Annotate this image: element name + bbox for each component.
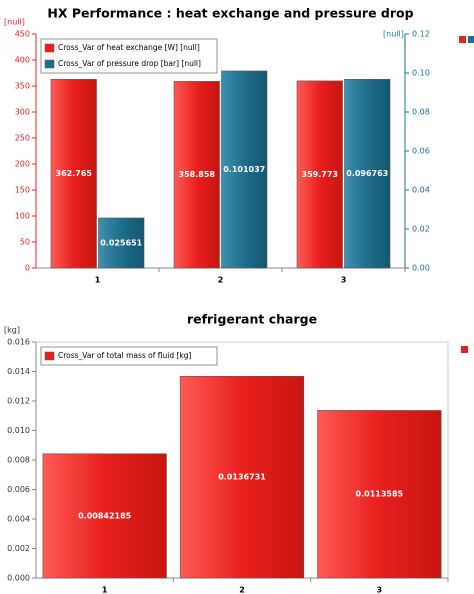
y-tick-label: 0.002	[7, 544, 30, 553]
x-tick-label: 1	[102, 586, 108, 594]
data-label: 0.096763	[346, 169, 388, 178]
y-tick-label: 100	[15, 212, 30, 221]
data-label: 0.101037	[223, 165, 265, 174]
y-tick-label: 450	[15, 30, 30, 39]
data-label: 0.0136731	[218, 473, 266, 482]
legend-swatch	[468, 36, 474, 43]
legend-swatch	[44, 59, 55, 69]
legend-swatch	[44, 43, 55, 53]
y2-tick-label: 0.10	[412, 69, 430, 78]
y-tick-label: 300	[15, 108, 30, 117]
legend-label: Cross_Var of heat exchange [W] [null]	[58, 43, 200, 52]
data-label: 0.025651	[100, 238, 142, 247]
legend-box	[40, 346, 218, 366]
y-tick-label: 250	[15, 134, 30, 143]
y-tick-label: 0.016	[7, 338, 30, 347]
data-label: 358.858	[179, 170, 216, 179]
y2-tick-label: 0.04	[412, 186, 430, 195]
bar	[317, 410, 442, 579]
y-tick-label: 0.006	[7, 485, 30, 494]
y-tick-label: 0.012	[7, 397, 30, 406]
y-tick-label: 0.008	[7, 456, 30, 465]
y2-tick-label: 0.08	[412, 108, 430, 117]
data-label: 0.00842185	[78, 511, 132, 520]
bar	[344, 79, 391, 269]
x-tick-label: 3	[377, 586, 383, 594]
chart-title: refrigerant charge	[187, 312, 317, 327]
y2-axis-label: [null]	[383, 30, 404, 39]
y2-tick-label: 0.02	[412, 225, 430, 234]
data-label: 362.765	[56, 169, 93, 178]
legend-box	[40, 38, 218, 74]
legend-swatch	[459, 36, 466, 43]
y-axis-label: [kg]	[4, 326, 20, 335]
bar	[50, 79, 97, 269]
y-tick-label: 350	[15, 82, 30, 91]
x-tick-label: 2	[239, 586, 245, 594]
legend-swatch	[44, 351, 55, 361]
y-tick-label: 150	[15, 186, 30, 195]
y2-tick-label: 0.06	[412, 147, 430, 156]
data-label: 359.773	[302, 170, 338, 179]
y2-tick-label: 0.12	[412, 30, 430, 39]
bar	[179, 376, 305, 579]
y-tick-label: 0.014	[7, 367, 30, 376]
x-tick-label: 2	[218, 276, 224, 285]
y-tick-label: 0.000	[7, 574, 30, 583]
y-axis-label: [null]	[4, 18, 25, 27]
bar	[296, 80, 343, 269]
y-tick-label: 400	[15, 56, 30, 65]
legend-label: Cross_Var of total mass of fluid [kg]	[58, 351, 192, 360]
y-tick-label: 0	[25, 264, 30, 273]
y-tick-label: 0.010	[7, 426, 30, 435]
x-tick-label: 3	[341, 276, 347, 285]
chart-title: HX Performance : heat exchange and press…	[47, 6, 413, 21]
legend-label: Cross_Var of pressure drop [bar] [null]	[58, 59, 201, 68]
bar	[98, 217, 145, 269]
legend-swatch	[461, 346, 468, 353]
data-label: 0.0113585	[356, 490, 404, 499]
x-tick-label: 1	[95, 276, 101, 285]
y-tick-label: 50	[20, 238, 30, 247]
bar	[42, 453, 167, 579]
bar	[173, 81, 220, 269]
y-tick-label: 0.004	[7, 515, 30, 524]
bar	[221, 70, 268, 269]
y-tick-label: 200	[15, 160, 30, 169]
y2-tick-label: 0.00	[412, 264, 430, 273]
